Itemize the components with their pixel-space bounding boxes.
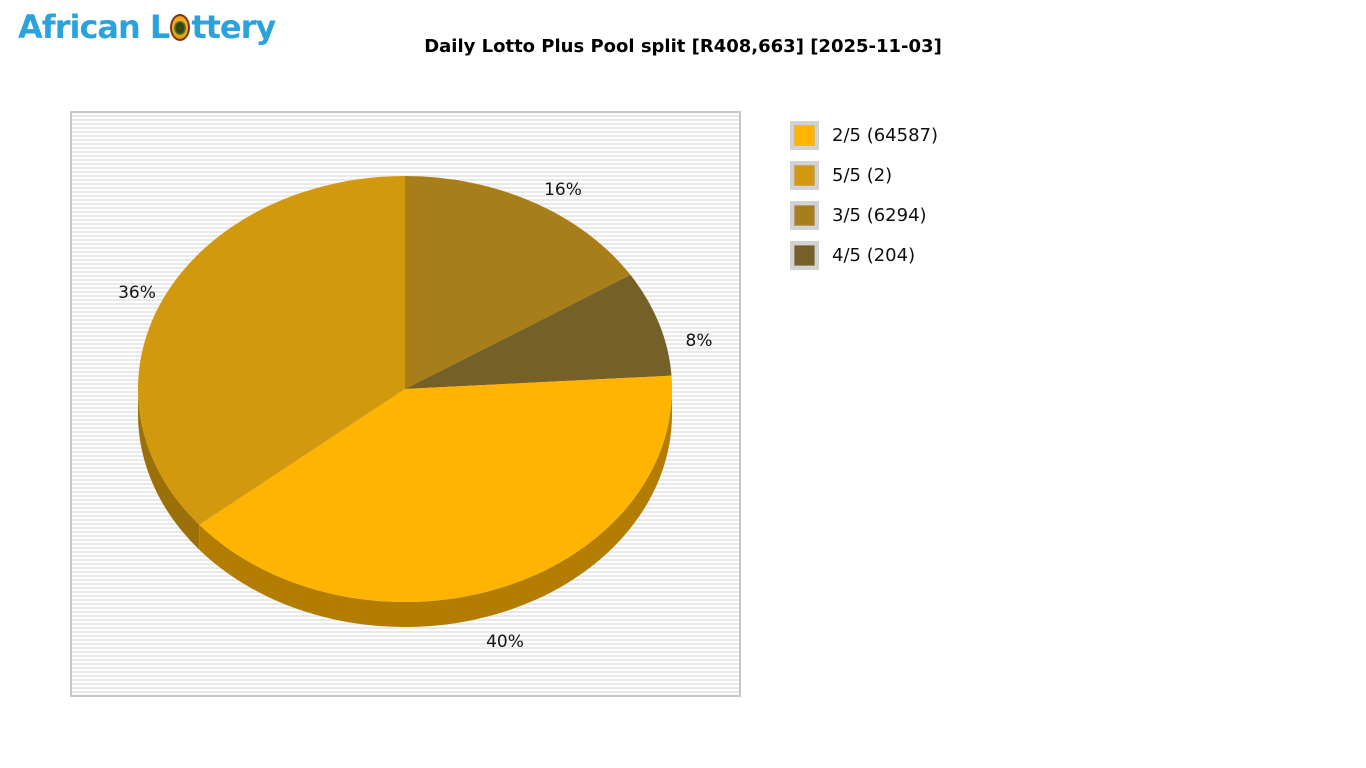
lottery-ball-center (175, 22, 185, 33)
logo-text-before: African L (18, 8, 170, 46)
legend-label: 5/5 (2) (832, 165, 893, 186)
pie-slice-5-5 (138, 176, 405, 525)
logo-text-after: ttery (191, 8, 276, 46)
pie-depth-2-5 (199, 389, 673, 627)
legend-label: 4/5 (204) (832, 245, 916, 266)
chart-title: Daily Lotto Plus Pool split [R408,663] [… (424, 36, 942, 57)
legend-swatch (790, 201, 819, 230)
legend-label: 3/5 (6294) (832, 205, 927, 226)
legend-item: 4/5 (204) (790, 241, 938, 270)
pie-slice-3-5 (405, 176, 631, 389)
legend-item: 2/5 (64587) (790, 121, 938, 150)
pie-percent-label: 36% (118, 283, 156, 303)
legend-swatch (790, 121, 819, 150)
african-lottery-logo[interactable]: African L ttery (18, 8, 276, 52)
chart-plot-area: 16% 8% 40% 36% (70, 111, 741, 697)
pie-percent-label: 40% (486, 632, 524, 652)
pie-percent-label: 16% (544, 180, 582, 200)
legend-item: 5/5 (2) (790, 161, 938, 190)
pie-slice-2-5 (199, 375, 673, 602)
lottery-ball-icon (170, 14, 191, 41)
legend-item: 3/5 (6294) (790, 201, 938, 230)
legend-swatch (790, 161, 819, 190)
pie-slice-4-5 (405, 274, 672, 389)
legend-swatch (790, 241, 819, 270)
pie-depth-5-5 (138, 389, 200, 550)
pie-chart: 16% 8% 40% 36% (118, 176, 713, 652)
pie-percent-label: 8% (686, 331, 713, 351)
legend-label: 2/5 (64587) (832, 125, 938, 146)
chart-legend: 2/5 (64587) 5/5 (2) 3/5 (6294) 4/5 (204) (790, 121, 938, 281)
